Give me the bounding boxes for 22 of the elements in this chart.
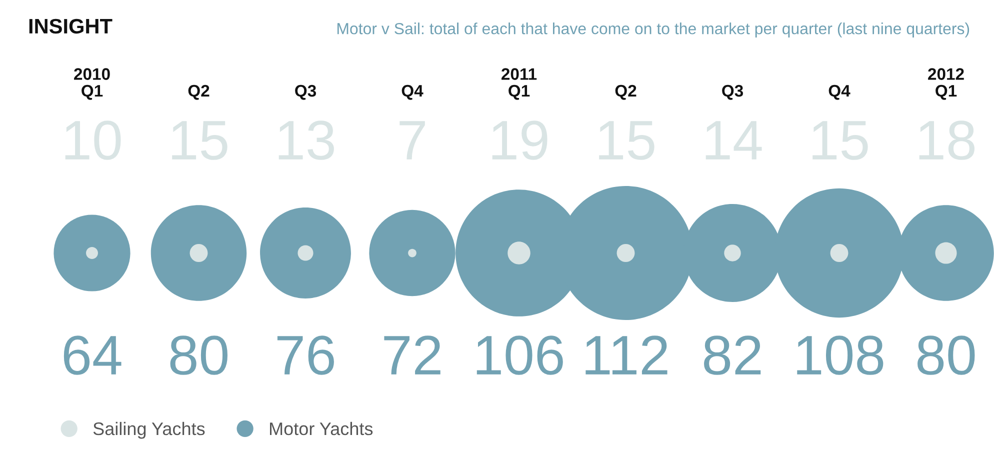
category-label: Q3: [722, 84, 744, 100]
data-label: 64: [64, 336, 122, 375]
category-label: Q4: [828, 84, 850, 100]
text: INSIGHT: [29, 18, 112, 34]
data-label: 112: [586, 336, 668, 374]
category-label: 2010 Q1: [74, 68, 110, 100]
data-label: 76: [277, 336, 334, 375]
category-label: 2011 Q1: [502, 68, 537, 100]
data-label: 108: [797, 336, 884, 375]
data-label: 82: [704, 336, 761, 375]
data-label: 80: [170, 336, 228, 375]
data-label: 106: [476, 336, 563, 375]
legend-label: Sailing Yachts: [93, 422, 205, 439]
category-label: 2012 Q1: [928, 68, 964, 100]
category-label: Q2: [615, 84, 636, 100]
category-label: Q2: [188, 84, 210, 100]
data-label: 80: [918, 336, 975, 375]
data-label: 72: [384, 336, 440, 374]
category-label: Q3: [295, 84, 316, 100]
category-label: Q4: [402, 84, 424, 100]
legend-label: Motor Yachts: [270, 422, 373, 436]
text: Motor v Sail: total of each that have come on to the market per quarter (last nine quarters): [337, 22, 970, 38]
